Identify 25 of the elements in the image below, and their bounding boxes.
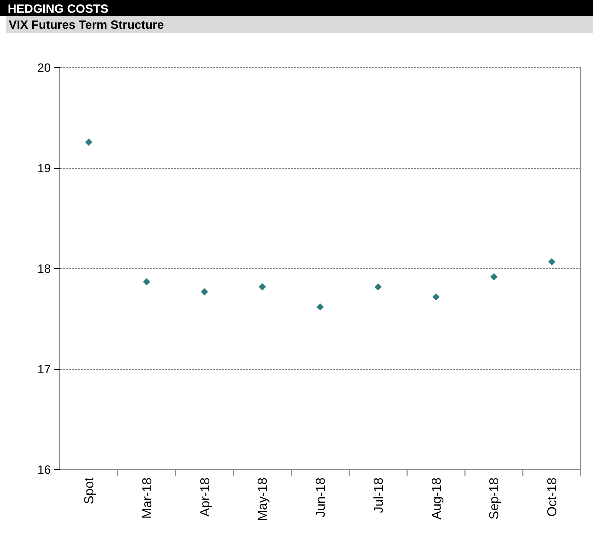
- x-tick-label: Jul-18: [370, 478, 386, 514]
- point: [490, 273, 498, 281]
- chart-title: HEDGING COSTS: [8, 2, 109, 16]
- x-tick-label: May-18: [255, 478, 270, 522]
- point: [85, 138, 93, 146]
- y-tick-label: 17: [38, 362, 52, 376]
- x-tick-label: Apr-18: [197, 478, 212, 517]
- point: [432, 294, 440, 301]
- x-tick-label: Spot: [81, 477, 96, 505]
- y-tick-label: 19: [38, 161, 52, 176]
- point: [143, 278, 150, 286]
- x-tick-label: Jun-18: [313, 478, 328, 518]
- y-tick-label: 16: [38, 462, 52, 477]
- chart-subtitle: VIX Futures Term Structure: [9, 18, 164, 32]
- x-tick-label: Oct-18: [544, 478, 560, 517]
- y-tick-label: 20: [38, 60, 52, 75]
- y-tick-label: 18: [38, 262, 52, 276]
- point: [548, 258, 556, 266]
- x-tick-label: Aug-18: [428, 478, 444, 520]
- point: [374, 283, 382, 291]
- point: [201, 288, 208, 296]
- x-tick-label: Sep-18: [486, 478, 502, 520]
- point: [259, 283, 266, 291]
- x-tick-label: Mar-18: [139, 478, 154, 519]
- point: [316, 304, 324, 311]
